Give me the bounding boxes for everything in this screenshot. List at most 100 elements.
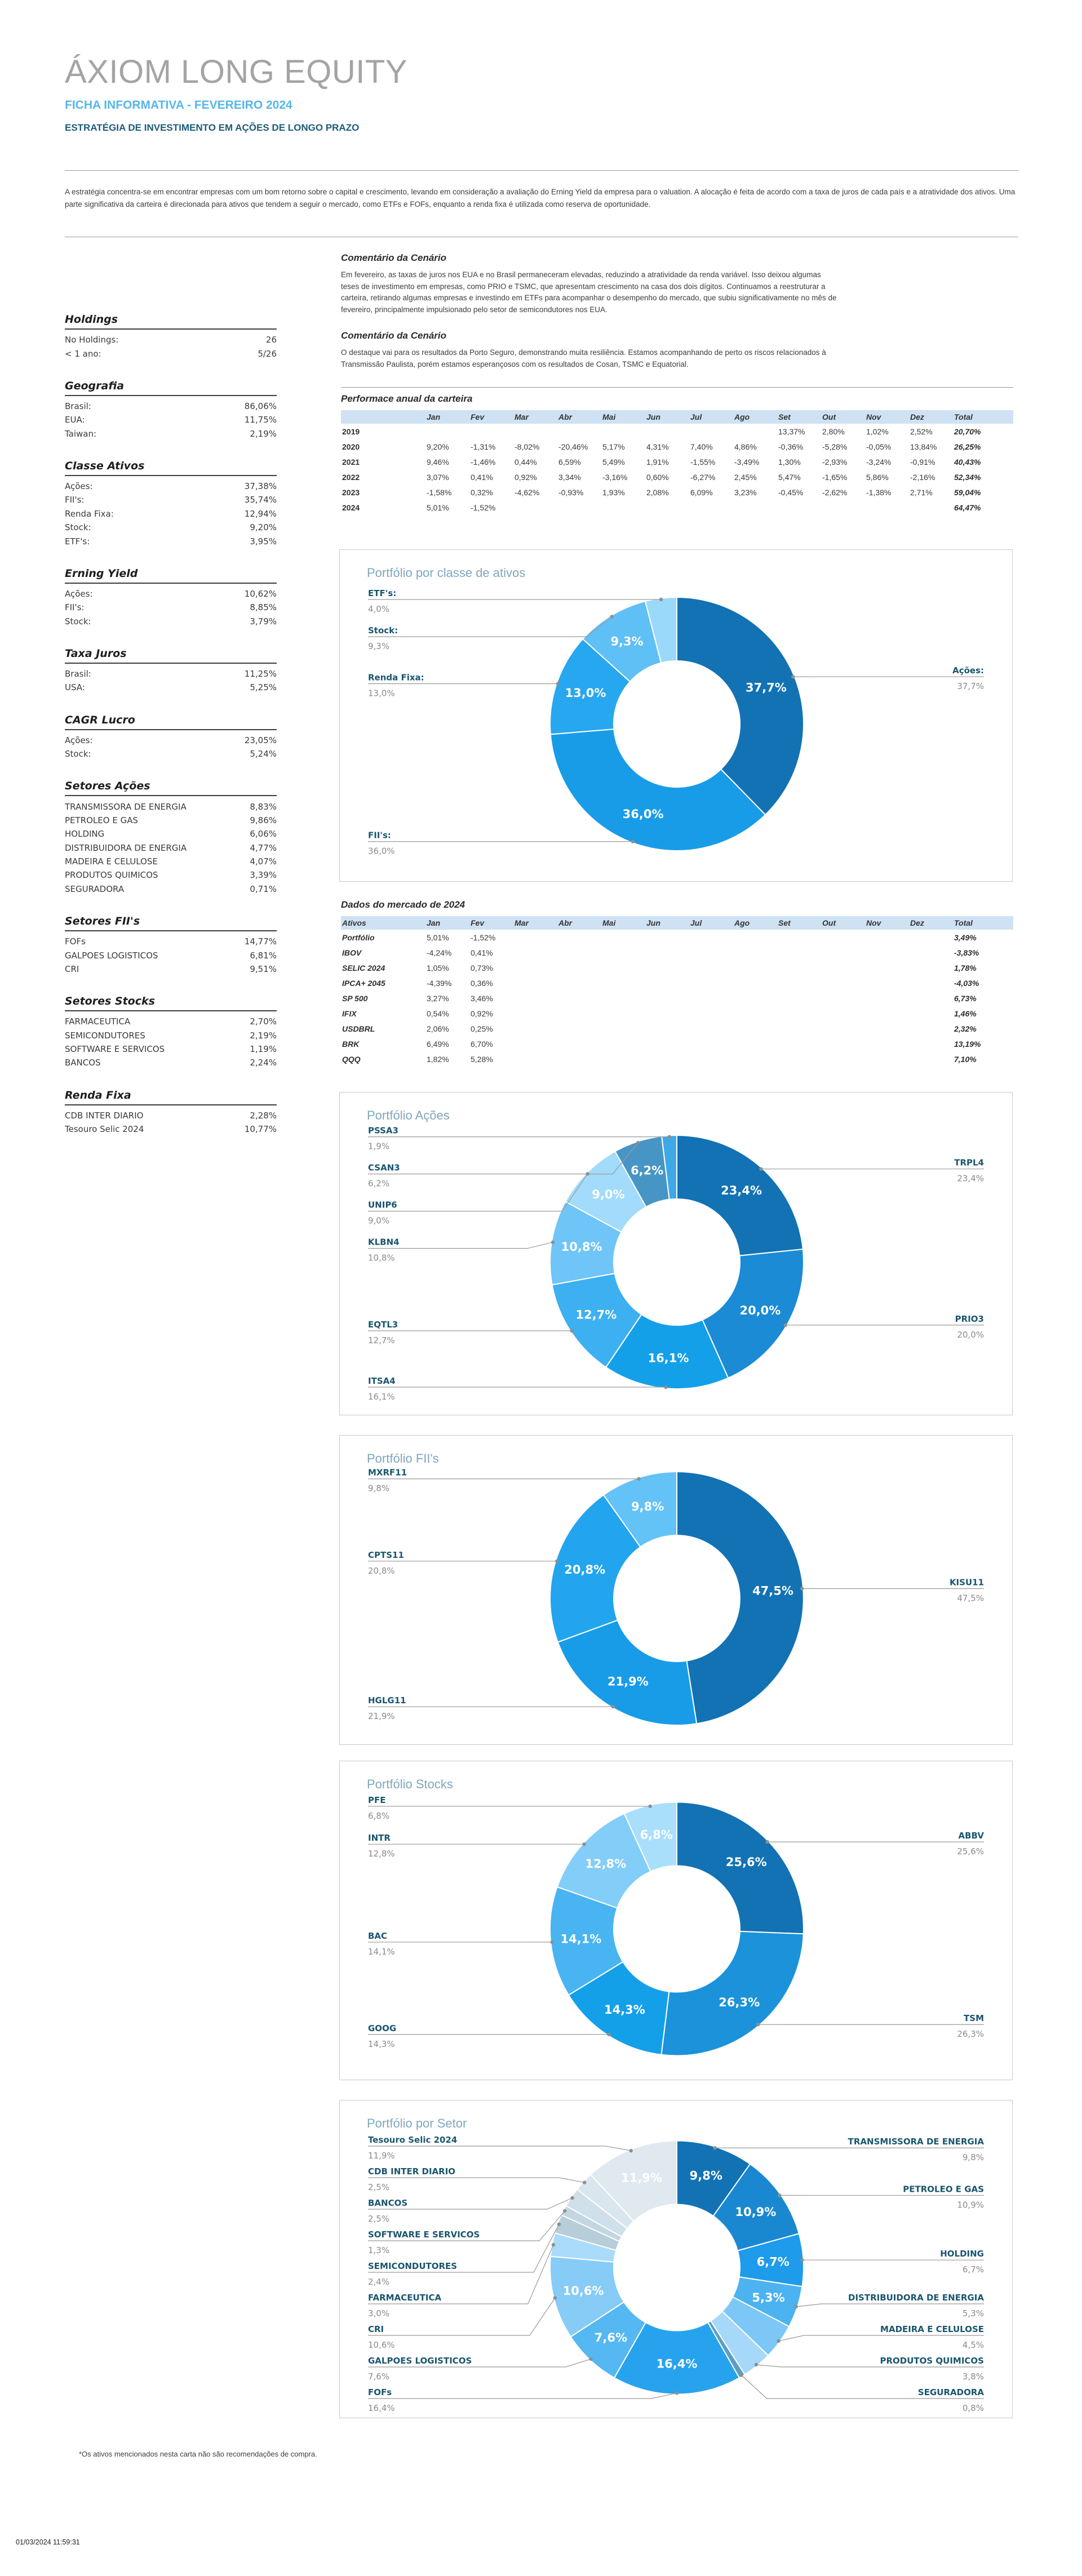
table-total-cell: 1,78% <box>954 963 977 972</box>
slice-percentage-label: 21,9% <box>607 1675 649 1689</box>
table-cell <box>645 960 689 975</box>
sidebar-row-label: CDB INTER DIARIO <box>65 1110 144 1121</box>
callout-percentage-label: 12,7% <box>368 1335 395 1345</box>
table-cell: 4,86% <box>734 442 757 451</box>
leader-dot <box>778 2193 782 2197</box>
table-cell <box>865 960 909 975</box>
table-cell: 5,01% <box>427 503 449 512</box>
label-leader-line <box>756 2364 984 2368</box>
donut-chart-svg: 23,4% 20,0% 16,1% 12,7% 10,8% 9,0% 6,2% PSSA3 1,… <box>368 1126 984 1402</box>
donut-slice <box>557 1619 698 1726</box>
table-cell <box>909 1021 953 1036</box>
chart-card-fiis: Portfólio FII's 47,5% 21,9% 20,8% 9,8% MXRF11… <box>339 1435 1013 1745</box>
label-leader-line <box>368 2210 565 2241</box>
table-cell: 1,05% <box>427 963 449 972</box>
chart-title: Portfólio Ações <box>367 1108 450 1122</box>
table-cell <box>865 1051 909 1067</box>
label-leader-line <box>368 2146 631 2151</box>
table-cell <box>733 1021 777 1036</box>
sidebar-rows: FOFs 14,77% GALPOES LOGISTICOS 6,81% CRI 9,51… <box>65 935 277 976</box>
label-leader-line <box>368 1174 588 1212</box>
sidebar-row: Tesouro Selic 2024 10,77% <box>65 1122 277 1136</box>
sidebar-row-label: DISTRIBUIDORA DE ENERGIA <box>65 842 187 853</box>
table-cell: 1,02% <box>866 427 889 436</box>
table-header-cell: Ativos <box>341 916 425 930</box>
table-cell <box>557 1006 601 1021</box>
callout-ticker-label: Stock: <box>368 625 398 636</box>
table-cell <box>909 1051 953 1067</box>
divider <box>341 387 1013 388</box>
callout-ticker-label: DISTRIBUIDORA DE ENERGIA <box>848 2293 984 2303</box>
slice-percentage-label: 16,4% <box>657 2357 698 2371</box>
leader-dot <box>675 2391 679 2395</box>
sidebar-row-value: 2,19% <box>250 1030 277 1041</box>
table-header-cell: Dez <box>909 916 953 930</box>
slice-percentage-label: 12,7% <box>575 1308 617 1322</box>
table-row: 2019 13,37% 2,80% 1,02% 2,52% 20,70% <box>341 424 1013 439</box>
table-header-cell: Total <box>953 916 1013 930</box>
sidebar-rows: Ações: 23,05% Stock: 5,24% <box>65 734 277 761</box>
table-cell <box>733 991 777 1006</box>
leader-dot <box>563 2209 567 2213</box>
table-cell <box>821 1021 865 1036</box>
sidebar-row: FARMACEUTICA 2,70% <box>65 1015 277 1028</box>
callout-ticker-label: FARMACEUTICA <box>368 2293 441 2303</box>
leader-dot <box>610 615 614 619</box>
table-cell <box>689 1051 733 1067</box>
callout-percentage-label: 26,3% <box>957 2029 984 2039</box>
table-cell: 0,25% <box>471 1024 493 1033</box>
leader-dot <box>648 1804 652 1808</box>
table-cell <box>689 991 733 1006</box>
callout-percentage-label: 1,9% <box>368 1142 389 1152</box>
table-cell <box>689 500 733 515</box>
leader-dot <box>754 2362 759 2367</box>
table-cell <box>821 945 865 960</box>
table-total-cell: 7,10% <box>954 1054 977 1064</box>
table-cell: 13,84% <box>910 442 937 451</box>
sidebar-row-value: 23,05% <box>244 735 277 745</box>
market-table: Ativos Jan Fev Mar Abr Mai Jun Jul Ago Set Out Nov D… <box>341 916 1013 1067</box>
table-cell: 5,86% <box>866 472 889 482</box>
sidebar-row-label: MADEIRA E CELULOSE <box>65 856 158 867</box>
donut-chart-svg: 37,7% 36,0% 13,0% 9,3% ETF's: 4,0% Stock: 9,3% R… <box>368 588 984 856</box>
slice-percentage-label: 6,7% <box>757 2255 790 2268</box>
table-cell <box>601 1036 645 1051</box>
leader-dot <box>765 1840 769 1844</box>
sidebar-row-value: 8,83% <box>250 801 277 812</box>
table-cell <box>733 1006 777 1021</box>
donut-slice <box>676 1135 804 1256</box>
leader-dot <box>791 674 795 679</box>
label-leader-line <box>778 2335 984 2342</box>
table-row-label: SP 500 <box>342 993 368 1003</box>
sidebar-row-value: 2,28% <box>250 1110 277 1121</box>
table-cell <box>865 1006 909 1021</box>
table-cell <box>601 975 645 991</box>
sidebar-section: Setores Ações TRANSMISSORA DE ENERGIA 8,83… <box>65 780 277 896</box>
table-cell: -0,91% <box>910 457 935 467</box>
table-head: Ativos Jan Fev Mar Abr Mai Jun Jul Ago Set Out Nov D… <box>341 916 1013 930</box>
table-row: 2021 9,46% -1,46% 0,44% 6,59% 5,49% 1,91% -1,55… <box>341 454 1013 469</box>
slice-percentage-label: 14,3% <box>604 2003 645 2017</box>
sidebar-rows: TRANSMISSORA DE ENERGIA 8,83% PETROLEO E G… <box>65 800 277 896</box>
sidebar-section-title: Holdings <box>65 313 277 330</box>
label-leader-line <box>368 2244 554 2304</box>
callout-ticker-label: FII's: <box>368 830 391 841</box>
table-cell: -4,39% <box>427 978 452 988</box>
table-cell: -1,65% <box>822 472 848 482</box>
table-cell: 2,06% <box>427 1024 449 1033</box>
sidebar-section: Setores FII's FOFs 14,77% GALPOES LOGISTICO… <box>65 915 277 976</box>
slice-percentage-label: 10,6% <box>563 2284 604 2298</box>
table-row: QQQ 1,82% 5,28% 7,10% <box>341 1051 1013 1067</box>
sidebar-section-title: Setores Stocks <box>65 995 277 1012</box>
sidebar-row-label: HOLDING <box>65 829 105 840</box>
stats-sidebar: Holdings No Holdings: 26 < 1 ano: 5/26 Geogra… <box>65 313 277 1136</box>
leader-dot <box>586 1172 589 1176</box>
sidebar-section-title: Geografia <box>65 380 277 396</box>
table-cell <box>777 991 821 1006</box>
sidebar-row-value: 4,07% <box>250 856 277 867</box>
sidebar-row: EUA: 11,75% <box>65 413 277 427</box>
sidebar-rows: Brasil: 86,06% EUA: 11,75% Taiwan: 2,19% <box>65 399 277 441</box>
table-cell: 0,41% <box>471 472 493 482</box>
sidebar-row-label: USA: <box>65 682 85 693</box>
right-column: Comentário da Cenário Em fevereiro, as t… <box>341 252 1013 515</box>
